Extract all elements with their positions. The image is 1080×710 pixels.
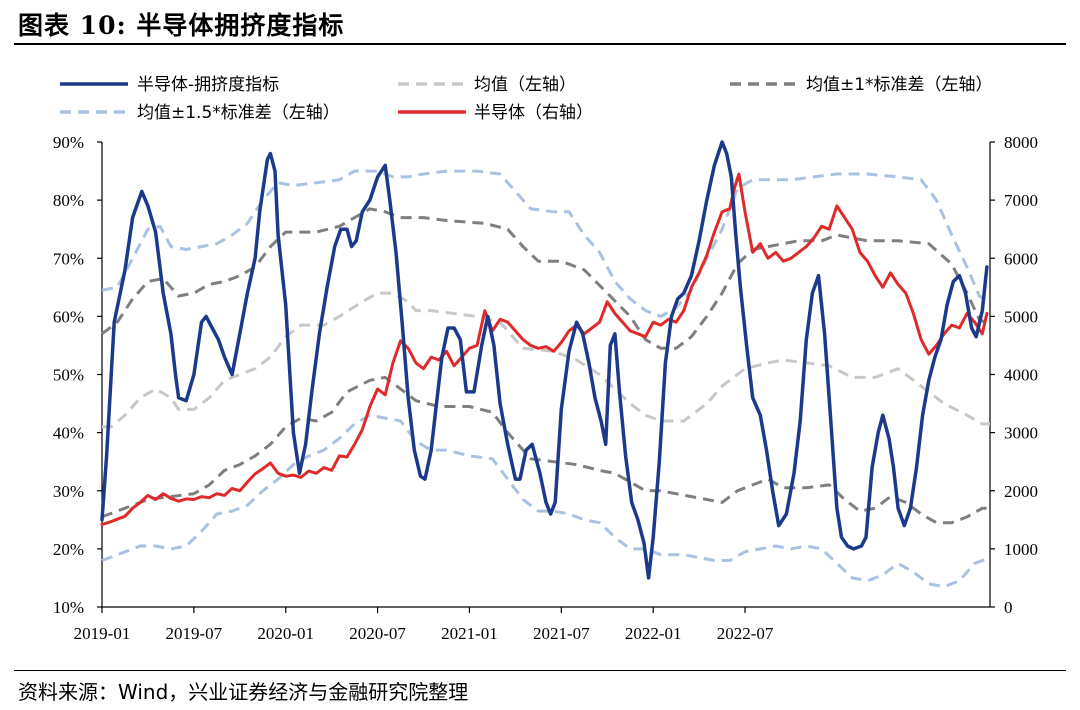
right-tick-label: 2000 — [1004, 482, 1038, 501]
right-tick-label: 0 — [1004, 598, 1013, 617]
right-tick-label: 5000 — [1004, 307, 1038, 326]
legend-label: 均值±1*标准差（左轴） — [806, 75, 993, 95]
left-tick-label: 20% — [53, 540, 84, 559]
x-tick-label: 2021-07 — [533, 624, 590, 643]
source-note: 资料来源：Wind，兴业证券经济与金融研究院整理 — [18, 680, 469, 704]
legend-label: 均值（左轴） — [474, 75, 576, 95]
x-tick-label: 2019-01 — [74, 624, 131, 643]
legend-label: 均值±1.5*标准差（左轴） — [137, 103, 340, 123]
series-line-6 — [100, 172, 989, 526]
x-tick-label: 2020-07 — [349, 624, 406, 643]
left-tick-label: 60% — [53, 307, 84, 326]
x-tick-label: 2019-07 — [166, 624, 223, 643]
series-line-2 — [101, 207, 991, 350]
series-line-4 — [101, 169, 991, 318]
title-rule — [14, 43, 1066, 45]
left-tick-label: 70% — [53, 249, 84, 268]
x-tick-label: 2020-01 — [257, 624, 314, 643]
series-line-5 — [101, 413, 991, 589]
right-tick-label: 7000 — [1004, 191, 1038, 210]
left-tick-label: 10% — [53, 598, 84, 617]
left-tick-label: 40% — [53, 424, 84, 443]
figure-title: 图表 10: 半导体拥挤度指标 — [18, 11, 345, 40]
plot-lines — [100, 140, 991, 589]
series-line-0 — [100, 140, 989, 580]
source-rule — [14, 670, 1066, 671]
right-tick-label: 1000 — [1004, 540, 1038, 559]
right-tick-label: 3000 — [1004, 424, 1038, 443]
legend-label: 半导体（右轴） — [474, 103, 593, 123]
right-tick-label: 8000 — [1004, 133, 1038, 152]
axes: 90% 80% 70% 60% 50% 40% 30% 20% 10% 8000 7000 6000 5… — [53, 133, 1038, 643]
left-tick-label: 80% — [53, 191, 84, 210]
x-tick-label: 2022-07 — [717, 624, 774, 643]
left-tick-label: 30% — [53, 482, 84, 501]
legend: 半导体-拥挤度指标 均值（左轴） 均值±1*标准差（左轴） 均值±1.5*标准差（左轴… — [60, 75, 993, 123]
x-tick-label: 2022-01 — [625, 624, 682, 643]
left-tick-label: 90% — [53, 133, 84, 152]
chart: 半导体-拥挤度指标 均值（左轴） 均值±1*标准差（左轴） 均值±1.5*标准差（左轴… — [53, 75, 1038, 643]
x-tick-label: 2021-01 — [441, 624, 498, 643]
right-tick-label: 4000 — [1004, 366, 1038, 385]
legend-label: 半导体-拥挤度指标 — [137, 75, 279, 95]
right-tick-label: 6000 — [1004, 249, 1038, 268]
left-tick-label: 50% — [53, 366, 84, 385]
